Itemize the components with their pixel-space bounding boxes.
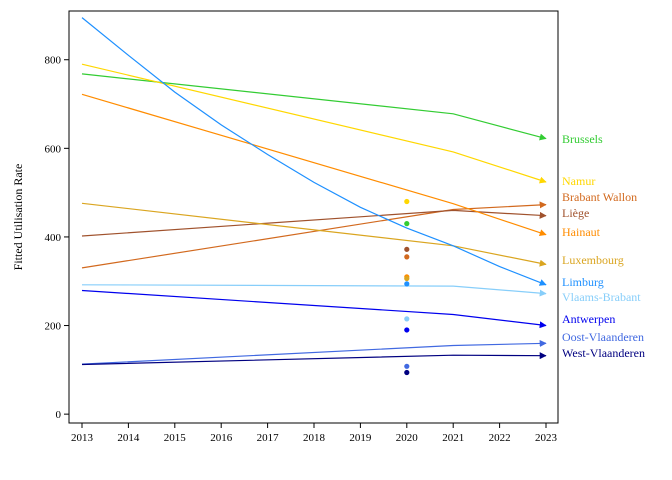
x-tick-label: 2020 — [396, 432, 419, 444]
series-labels: Brussels Namur Brabant Wallon Liège Hainaut L… — [562, 132, 645, 360]
x-tick-label: 2021 — [442, 432, 464, 444]
series-line — [81, 209, 547, 237]
series-label: Vlaams-Brabant — [562, 290, 641, 304]
data-point-2020 — [404, 221, 410, 227]
series-label: Limburg — [562, 275, 604, 289]
series-label: Brussels — [562, 132, 603, 146]
series-line — [81, 17, 547, 286]
series-label: Liège — [562, 206, 589, 220]
series-line — [81, 352, 547, 366]
x-tick-label: 2016 — [210, 432, 233, 444]
data-point-2020 — [404, 316, 410, 322]
series-line — [81, 73, 547, 141]
data-point-2020 — [404, 363, 410, 369]
series-line — [81, 339, 547, 365]
x-axis: 2013 2014 2015 2016 2017 2018 2019 2020 2021 2022… — [71, 423, 558, 444]
series-line — [81, 284, 547, 297]
data-point-2020 — [404, 198, 410, 205]
x-tick-label: 2017 — [257, 432, 280, 444]
y-axis: 0 200 400 600 800 — [45, 55, 69, 421]
series-line — [81, 201, 547, 269]
series-label: Oost-Vlaanderen — [562, 330, 644, 344]
x-tick-label: 2019 — [349, 432, 372, 444]
x-tick-label: 2018 — [303, 432, 326, 444]
plot-frame — [68, 10, 559, 424]
series-line — [81, 93, 547, 237]
points-2020 — [404, 198, 410, 376]
y-tick-label: 200 — [45, 321, 62, 333]
y-tick-label: 800 — [45, 55, 62, 67]
x-tick-label: 2013 — [71, 432, 94, 444]
series-label: Antwerpen — [562, 312, 615, 326]
data-point-2020 — [404, 281, 410, 287]
data-point-2020 — [404, 254, 410, 260]
y-tick-label: 400 — [45, 232, 62, 244]
data-point-2020 — [404, 327, 410, 333]
x-tick-label: 2015 — [164, 432, 187, 444]
data-point-2020 — [404, 275, 410, 282]
x-tick-label: 2014 — [117, 432, 140, 444]
series-label: Namur — [562, 174, 595, 188]
data-point-2020 — [404, 369, 410, 376]
series-label: West-Vlaanderen — [562, 346, 645, 360]
series-line — [81, 289, 547, 329]
series-lines — [81, 17, 547, 366]
y-tick-label: 0 — [56, 409, 62, 421]
series-line — [81, 63, 547, 184]
y-axis-title: Fitted Utilisation Rate — [11, 164, 25, 271]
series-label: Luxembourg — [562, 253, 624, 267]
x-tick-label: 2022 — [489, 432, 511, 444]
series-label: Hainaut — [562, 225, 601, 239]
data-point-2020 — [404, 246, 410, 252]
y-tick-label: 600 — [45, 143, 62, 155]
x-tick-label: 2023 — [535, 432, 558, 444]
series-label: Brabant Wallon — [562, 190, 637, 204]
